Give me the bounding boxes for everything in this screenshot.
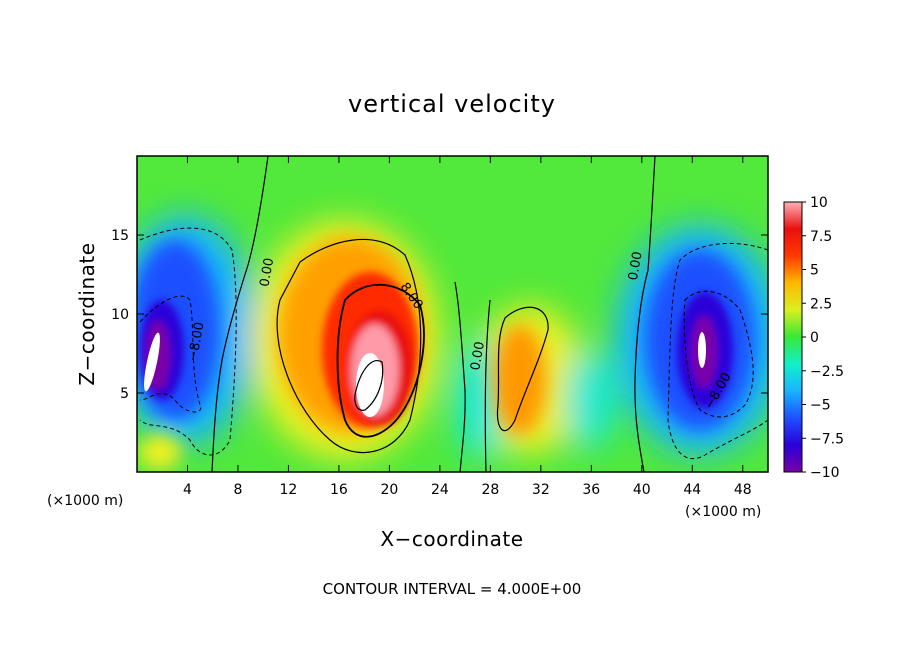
colorbar-ticks: 10 7.5 5 2.5 0 −2.5 −5 −7.5 −10 <box>802 195 844 481</box>
colorbar-tick-label: −7.5 <box>810 431 844 447</box>
colorbar-tick-label: 7.5 <box>810 229 832 245</box>
downdraft-right-white <box>698 332 706 368</box>
x-unit-right: (×1000 m) <box>685 504 761 520</box>
x-tick-label: 20 <box>380 482 398 498</box>
x-tick-label: 44 <box>683 482 701 498</box>
colorbar-ramp <box>783 201 803 473</box>
contour-neg-four-left <box>139 227 237 456</box>
y-tick-label: 10 <box>111 307 129 323</box>
contour-neg-eight-right <box>683 290 754 418</box>
x-tick-label: 8 <box>233 482 242 498</box>
heatmap-field <box>137 156 768 472</box>
x-tick-label: 12 <box>280 482 298 498</box>
y-tick-label: 15 <box>111 228 129 244</box>
colorbar: 10 7.5 5 2.5 0 −2.5 −5 −7.5 −10 <box>783 195 844 481</box>
contour-neg-eight-left <box>139 295 202 413</box>
contour-label: 0.00 <box>626 250 646 281</box>
x-tick-label: 36 <box>582 482 600 498</box>
contour-label: −8.00 <box>186 321 208 363</box>
y-tick-label: 5 <box>120 386 129 402</box>
contour-four-updraft <box>276 238 422 454</box>
contour-zero-right <box>634 156 656 472</box>
colorbar-tick-label: −2.5 <box>810 364 844 380</box>
colorbar-tick-label: −10 <box>810 465 840 481</box>
colorbar-tick-label: 5 <box>810 263 819 279</box>
updraft-core-white <box>356 353 384 417</box>
x-tick-label: 24 <box>431 482 449 498</box>
x-tick-label: 28 <box>481 482 499 498</box>
contour-label: 0.00 <box>257 257 277 288</box>
x-axis-ticks: 4 8 12 16 20 24 28 32 36 40 44 48 <box>183 156 752 498</box>
contour-label: 0.00 <box>468 340 488 371</box>
y-axis-ticks: 5 10 15 <box>111 228 768 402</box>
x-tick-label: 4 <box>183 482 192 498</box>
y-axis-label: Z−coordinate <box>75 242 99 385</box>
x-tick-label: 48 <box>734 482 752 498</box>
contour-zero-mid <box>454 281 491 472</box>
colorbar-tick-label: 0 <box>810 330 819 346</box>
contour-interval-note: CONTOUR INTERVAL = 4.000E+00 <box>323 580 582 598</box>
contour-zero-left <box>211 156 269 472</box>
x-unit-left: (×1000 m) <box>47 493 123 509</box>
contour-eight-updraft <box>336 283 425 438</box>
x-tick-label: 16 <box>330 482 348 498</box>
x-tick-label: 40 <box>633 482 651 498</box>
downdraft-left-white <box>144 332 160 392</box>
x-tick-label: 32 <box>532 482 550 498</box>
colorbar-tick-label: −5 <box>810 398 831 414</box>
chart-title: vertical velocity <box>348 90 556 118</box>
contour-four-secondary <box>496 306 549 432</box>
contour-twelve-updraft <box>354 360 384 411</box>
colorbar-tick-label: 10 <box>810 195 828 211</box>
colorbar-tick-label: 2.5 <box>810 296 832 312</box>
x-axis-label: X−coordinate <box>380 527 523 551</box>
